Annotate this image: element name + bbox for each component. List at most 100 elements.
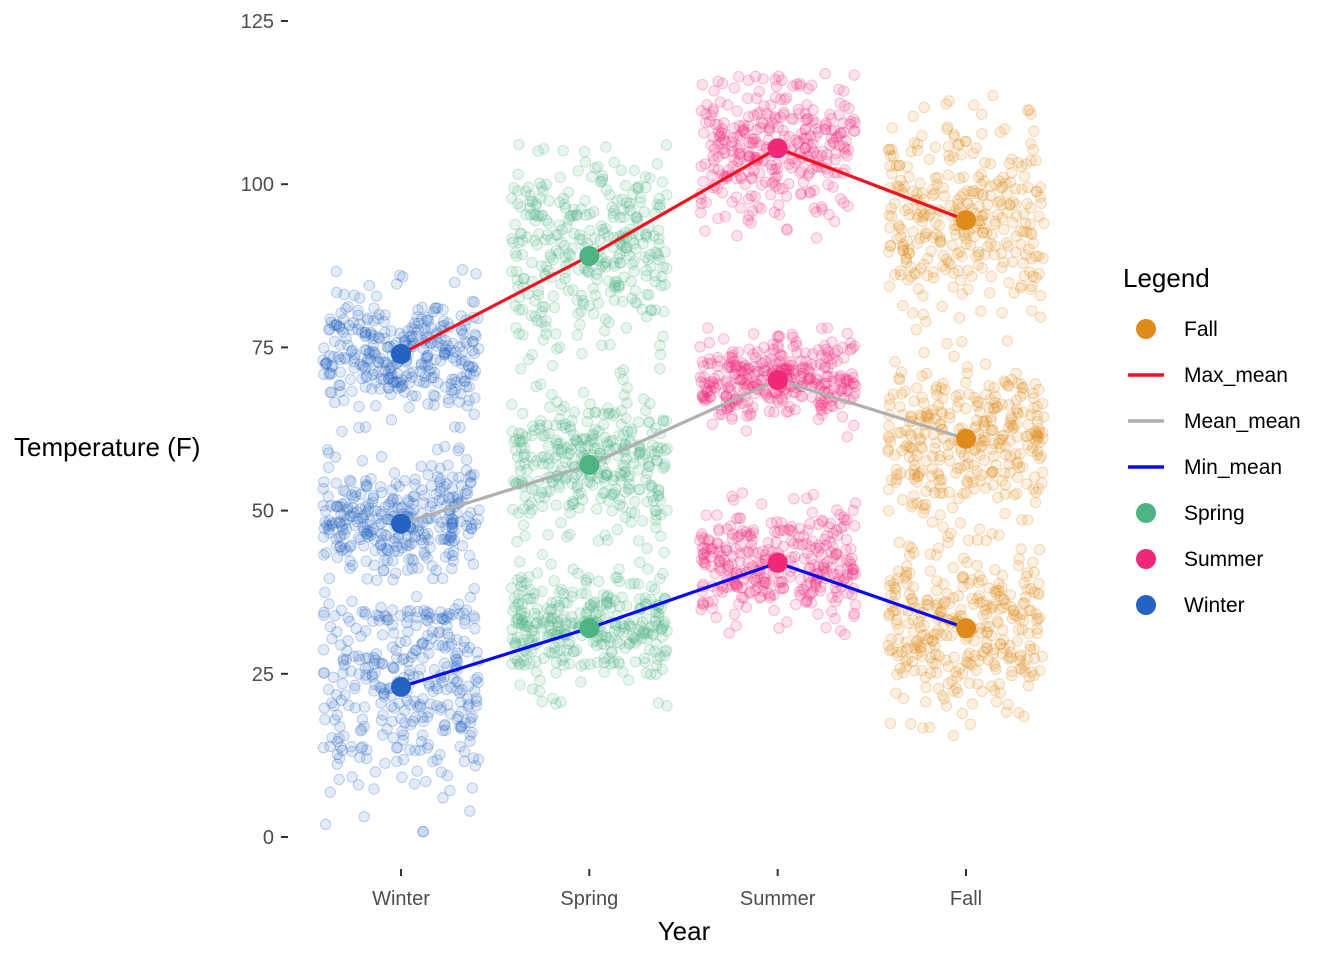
jitter-point <box>425 372 438 384</box>
jitter-point <box>722 382 735 394</box>
jitter-point <box>945 437 957 450</box>
jitter-point <box>452 598 465 610</box>
jitter-point <box>466 782 478 794</box>
jitter-point <box>916 391 928 403</box>
jitter-point <box>418 528 431 540</box>
jitter-point <box>447 546 460 558</box>
jitter-point <box>431 443 444 456</box>
jitter-point <box>365 328 377 340</box>
jitter-point <box>406 322 418 334</box>
y-axis: 0 25 50 75 100 125 <box>241 11 288 849</box>
jitter-point <box>325 316 338 329</box>
jitter-point <box>326 517 338 529</box>
jitter-point <box>386 372 398 384</box>
jitter-point <box>960 376 972 389</box>
jitter-point <box>369 347 381 359</box>
jitter-point <box>575 676 587 688</box>
jitter-point <box>459 488 472 500</box>
jitter-point <box>464 805 476 817</box>
jitter-point <box>464 471 476 483</box>
jitter-point <box>1025 284 1037 296</box>
jitter-point <box>890 476 902 488</box>
jitter-point <box>940 700 953 712</box>
jitter-point <box>346 344 359 356</box>
jitter-point <box>421 552 433 564</box>
jitter-point <box>333 752 346 764</box>
jitter-point <box>431 471 444 483</box>
jitter-point <box>976 574 988 586</box>
jitter-point <box>447 337 459 350</box>
jitter-point <box>359 327 372 339</box>
jitter-point <box>646 620 658 632</box>
jitter-point <box>380 529 393 542</box>
jitter-point <box>395 374 408 386</box>
jitter-point <box>1008 605 1020 617</box>
jitter-point <box>399 386 411 398</box>
jitter-point <box>700 509 712 521</box>
jitter-point <box>401 539 413 552</box>
legend-item-min-mean: Min_mean <box>1128 456 1282 479</box>
jitter-point <box>362 505 374 518</box>
jitter-point <box>1029 378 1042 390</box>
jitter-point <box>536 305 548 318</box>
jitter-point <box>826 591 838 603</box>
jitter-point <box>415 365 427 377</box>
jitter-point <box>400 370 413 382</box>
jitter-point <box>707 103 719 115</box>
jitter-point <box>1024 266 1036 278</box>
jitter-point <box>406 390 418 402</box>
jitter-point <box>1011 458 1023 470</box>
jitter-point <box>340 302 352 315</box>
jitter-point <box>417 693 429 705</box>
jitter-point <box>1035 290 1047 302</box>
jitter-point <box>637 515 649 527</box>
jitter-point <box>1021 567 1034 579</box>
jitter-point <box>617 295 629 308</box>
jitter-point <box>365 473 377 485</box>
jitter-point <box>346 489 358 501</box>
jitter-point <box>839 628 851 641</box>
jitter-point <box>323 515 336 527</box>
jitter-point <box>606 646 618 658</box>
jitter-point <box>377 356 390 368</box>
jitter-point <box>905 271 917 283</box>
jitter-point <box>547 692 559 704</box>
jitter-point <box>441 478 453 490</box>
jitter-point <box>369 766 381 778</box>
jitter-point <box>317 500 329 512</box>
jitter-point <box>433 494 445 506</box>
jitter-point <box>387 376 400 388</box>
jitter-point <box>732 346 744 358</box>
jitter-point <box>386 619 399 631</box>
jitter-point <box>462 360 475 372</box>
jitter-point <box>423 706 435 719</box>
jitter-point <box>461 484 473 497</box>
jitter-point <box>771 394 784 406</box>
mean-point-fall <box>956 428 976 449</box>
jitter-point <box>994 603 1006 615</box>
jitter-point <box>548 575 560 587</box>
jitter-point <box>325 386 338 398</box>
jitter-point <box>363 348 375 360</box>
jitter-point <box>464 477 477 489</box>
jitter-point <box>356 361 369 373</box>
mean-point-summer <box>767 370 788 390</box>
jitter-point <box>447 516 459 528</box>
jitter-point <box>466 518 478 530</box>
jitter-point <box>940 654 952 666</box>
jitter-point <box>427 572 439 585</box>
jitter-point <box>1007 196 1020 208</box>
jitter-point <box>368 559 380 571</box>
jitter-point <box>462 528 475 540</box>
jitter-point <box>802 373 814 385</box>
jitter-point <box>468 369 480 381</box>
jitter-point <box>419 322 431 334</box>
jitter-point <box>591 656 604 669</box>
jitter-point <box>815 201 828 213</box>
jitter-point <box>1021 583 1034 595</box>
jitter-point <box>319 713 331 726</box>
jitter-point <box>962 264 974 277</box>
jitter-point <box>417 825 430 838</box>
jitter-point <box>428 371 440 384</box>
jitter-point <box>317 549 330 561</box>
